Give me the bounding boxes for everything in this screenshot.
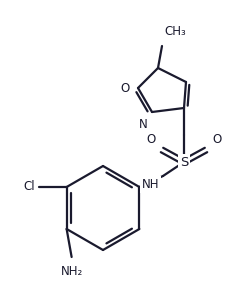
Text: O: O xyxy=(147,133,156,146)
Text: O: O xyxy=(212,133,221,146)
Text: O: O xyxy=(121,81,130,95)
Text: NH₂: NH₂ xyxy=(60,265,83,278)
Text: NH: NH xyxy=(142,178,159,191)
Text: N: N xyxy=(139,118,148,131)
Text: S: S xyxy=(180,155,188,168)
Text: Cl: Cl xyxy=(23,180,35,193)
Text: CH₃: CH₃ xyxy=(164,25,186,38)
